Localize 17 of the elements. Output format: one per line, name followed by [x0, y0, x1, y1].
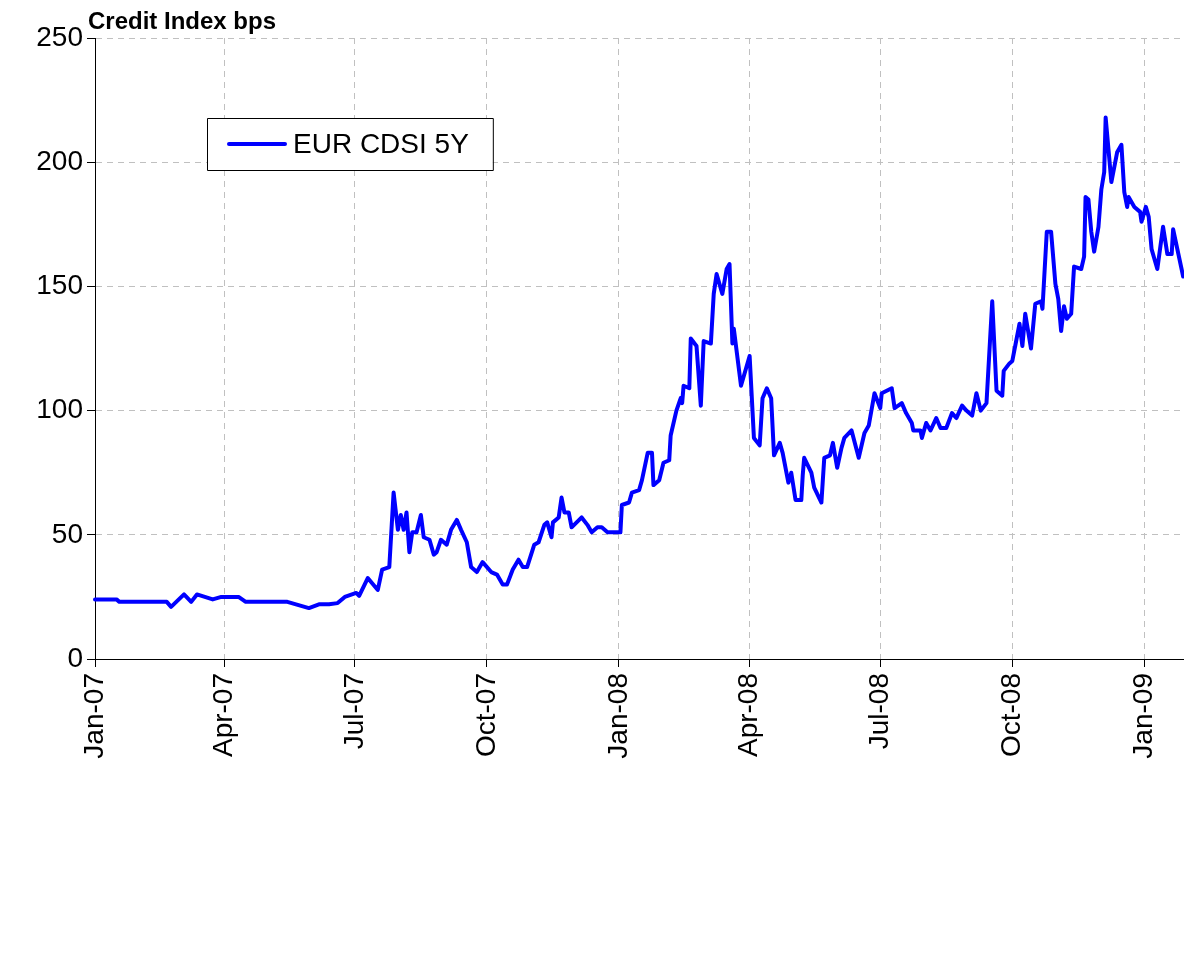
- x-tick-label: Oct-07: [469, 673, 501, 758]
- y-tick-label: 50: [51, 517, 83, 549]
- x-tick-label: Apr-07: [206, 673, 238, 758]
- x-tick-label: Jan-09: [1127, 673, 1159, 759]
- x-tick-label: Apr-08: [732, 673, 764, 758]
- legend-label: EUR CDSI 5Y: [293, 127, 470, 159]
- y-tick-label: 0: [67, 641, 83, 673]
- y-tick-label: 100: [36, 393, 83, 425]
- x-tick-label: Jul-08: [862, 673, 894, 750]
- y-tick-label: 150: [36, 269, 83, 301]
- x-tick-label: Jul-07: [337, 673, 369, 750]
- x-tick-label: Oct-08: [995, 673, 1027, 758]
- y-tick-label: 200: [36, 144, 83, 176]
- y-tick-label: 250: [36, 20, 83, 52]
- x-tick-label: Jan-07: [77, 673, 109, 759]
- x-tick-label: Jan-08: [601, 673, 633, 759]
- chart-title: Credit Index bps: [88, 6, 277, 34]
